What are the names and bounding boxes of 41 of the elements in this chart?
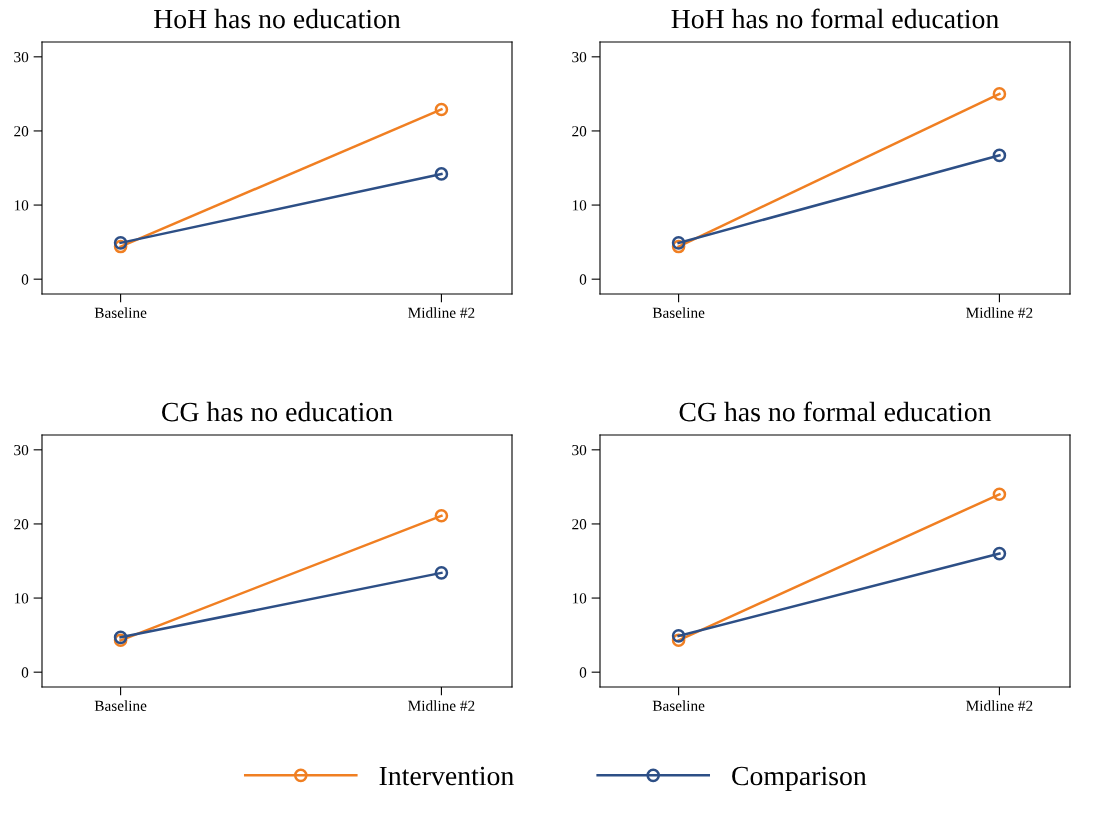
y-tick-label: 10 <box>14 593 29 604</box>
x-tick-label: Baseline <box>94 307 147 318</box>
chart-title: HoH has no education <box>153 8 401 29</box>
y-tick-label: 10 <box>572 200 587 211</box>
point <box>992 87 1007 101</box>
x-tick-label: Baseline <box>94 700 147 711</box>
point <box>671 629 686 643</box>
y-tick-label: 20 <box>572 126 587 137</box>
point <box>434 508 449 523</box>
y-tick-label: 30 <box>572 444 587 456</box>
y-tick-label: 0 <box>579 274 587 285</box>
x-tick-label: Baseline <box>652 700 705 711</box>
point <box>434 566 449 580</box>
y-tick-label: 30 <box>572 51 587 63</box>
y-tick-label: 10 <box>14 200 29 211</box>
point <box>113 236 128 250</box>
point <box>434 102 449 117</box>
point <box>992 148 1007 163</box>
legend-label: Intervention <box>379 766 514 786</box>
y-tick-label: 20 <box>572 519 587 530</box>
y-tick-label: 20 <box>14 126 29 137</box>
point <box>671 236 686 250</box>
y-tick-label: 0 <box>579 667 587 678</box>
y-tick-label: 0 <box>21 667 29 678</box>
y-tick-label: 20 <box>14 519 29 530</box>
point <box>992 487 1007 502</box>
x-tick-label: Midline #2 <box>408 700 475 711</box>
chart-title: HoH has no formal education <box>671 8 999 29</box>
chart-title: CG has no education <box>162 401 393 422</box>
y-tick-label: 0 <box>21 274 29 285</box>
x-tick-label: Midline #2 <box>408 307 475 318</box>
y-tick-label: 30 <box>14 444 29 456</box>
y-tick-label: 10 <box>572 593 587 604</box>
legend-label: Comparison <box>732 766 867 791</box>
chart-title: CG has no formal education <box>679 401 992 422</box>
point <box>434 167 449 181</box>
x-tick-label: Midline #2 <box>966 307 1033 318</box>
point <box>992 546 1007 561</box>
y-tick-label: 30 <box>14 51 29 63</box>
x-tick-label: Baseline <box>652 307 705 318</box>
x-tick-label: Midline #2 <box>966 700 1033 711</box>
